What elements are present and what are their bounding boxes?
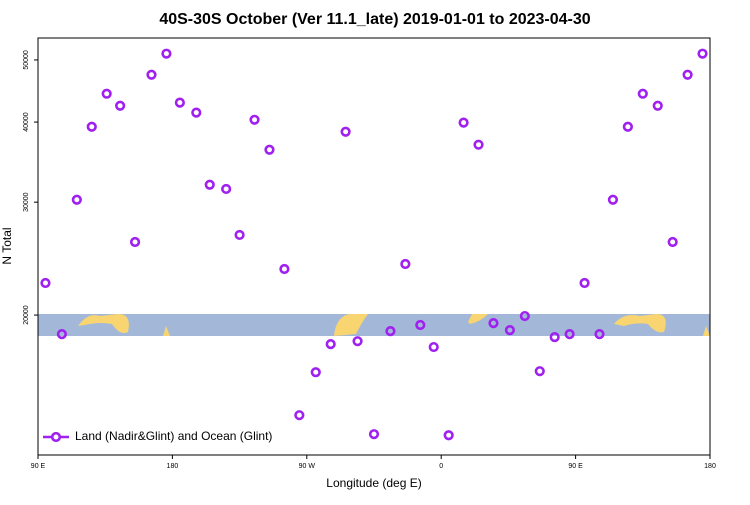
map-band — [38, 314, 710, 336]
legend-label: Land (Nadir&Glint) and Ocean (Glint) — [75, 429, 272, 443]
point — [340, 126, 351, 137]
point — [86, 121, 97, 132]
point — [385, 326, 396, 337]
point — [129, 236, 141, 248]
point — [504, 324, 515, 336]
point — [428, 341, 439, 353]
point — [473, 139, 484, 150]
x-tick-label: 180 — [167, 463, 179, 470]
point — [458, 117, 469, 128]
x-tick-label: 90 E — [31, 463, 46, 470]
x-tick-label: 90 W — [299, 463, 316, 470]
point — [637, 88, 648, 99]
y-tick-label: 50000 — [23, 50, 30, 70]
point — [415, 319, 426, 331]
point — [534, 366, 545, 377]
legend-marker — [50, 431, 62, 443]
point — [682, 69, 693, 80]
x-axis-label: Longitude (deg E) — [326, 476, 421, 490]
x-tick-label: 0 — [439, 463, 443, 470]
point — [368, 429, 380, 440]
point — [56, 328, 67, 340]
point — [579, 277, 590, 289]
point — [667, 236, 678, 248]
point — [697, 48, 708, 59]
point — [443, 430, 454, 441]
point — [264, 144, 275, 155]
point — [204, 179, 215, 190]
y-axis-label: N Total — [0, 227, 14, 264]
point — [146, 69, 157, 80]
point — [191, 107, 202, 118]
point — [221, 183, 232, 195]
point — [594, 328, 605, 340]
point — [174, 97, 185, 108]
point — [564, 328, 575, 340]
point — [161, 48, 172, 59]
point — [622, 121, 633, 132]
point — [325, 339, 336, 350]
point — [400, 258, 411, 270]
y-tick-label: 40000 — [23, 112, 30, 132]
y-tick-label: 30000 — [23, 192, 30, 212]
point — [310, 367, 321, 378]
point — [607, 194, 619, 205]
point — [352, 336, 363, 347]
point — [519, 310, 530, 322]
point — [234, 229, 245, 241]
point — [488, 318, 499, 329]
point — [279, 263, 290, 275]
point — [652, 100, 663, 111]
point — [549, 331, 560, 343]
y-tick-label: 20000 — [23, 305, 30, 325]
point — [115, 100, 126, 111]
plot-frame — [37, 37, 711, 456]
point — [294, 410, 305, 421]
point — [249, 114, 260, 125]
point — [40, 277, 51, 289]
point — [101, 88, 112, 99]
x-tick-label: 180 — [704, 463, 716, 470]
x-tick-label: 90 E — [568, 463, 583, 470]
chart-title: 40S-30S October (Ver 11.1_late) 2019-01-… — [159, 11, 590, 28]
point — [71, 194, 82, 205]
